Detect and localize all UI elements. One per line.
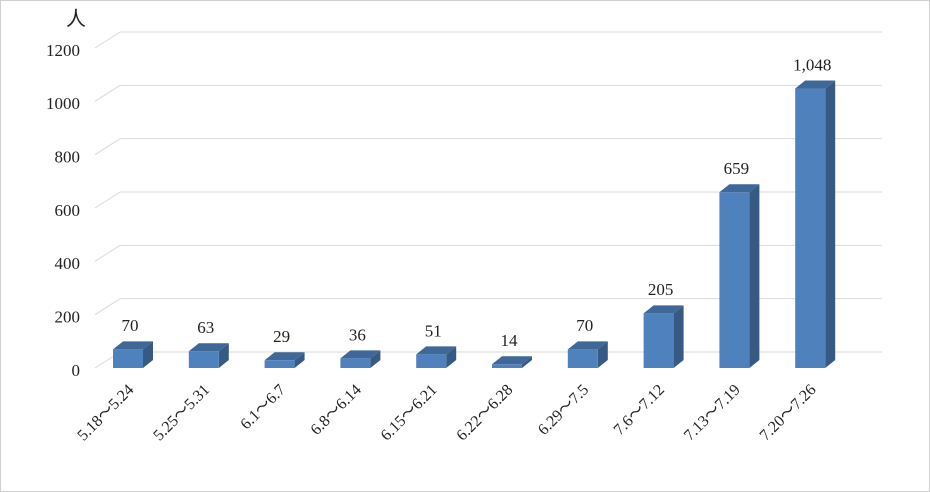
y-tick-label: 1000 <box>46 94 80 113</box>
bar <box>567 349 598 368</box>
bar-side <box>749 184 760 368</box>
value-label: 659 <box>724 159 750 178</box>
bar <box>416 354 447 368</box>
grid-line-side <box>94 191 121 209</box>
bar <box>113 349 143 368</box>
value-label: 1,048 <box>793 55 831 74</box>
bar-top <box>340 350 381 359</box>
bar-top <box>492 356 532 365</box>
grid-line-side <box>94 298 121 316</box>
y-axis-unit: 人 <box>66 7 86 31</box>
bar-side <box>143 341 153 368</box>
bar-side <box>673 305 684 368</box>
bar-top <box>795 80 836 89</box>
y-tick-label: 800 <box>55 148 81 167</box>
bar-top <box>567 341 608 350</box>
bar-side <box>294 352 305 368</box>
value-label: 29 <box>273 327 290 346</box>
grid-line-side <box>94 138 121 156</box>
value-label: 63 <box>197 318 214 337</box>
bar-top <box>719 184 760 193</box>
value-label: 36 <box>349 325 366 344</box>
bar <box>795 88 826 369</box>
y-tick-label: 400 <box>55 254 81 273</box>
value-label: 70 <box>576 316 593 335</box>
bar-side <box>522 356 532 368</box>
value-label: 70 <box>122 316 139 335</box>
bar <box>264 360 295 368</box>
y-tick-label: 1200 <box>46 41 80 60</box>
bar-side <box>218 343 229 368</box>
bar <box>719 192 750 368</box>
bar <box>492 364 522 368</box>
grid-line-side <box>94 244 121 262</box>
bar-side <box>825 80 836 369</box>
value-label: 14 <box>501 331 519 350</box>
bar-top <box>643 305 684 314</box>
bar-top <box>264 352 305 361</box>
value-label: 51 <box>425 321 442 340</box>
bar <box>643 313 674 368</box>
bar-top <box>188 343 229 352</box>
grid-line-side <box>94 31 121 49</box>
bar-side <box>370 350 381 368</box>
grid-line-side <box>94 84 121 102</box>
bar-top <box>113 341 153 350</box>
value-label: 205 <box>648 280 674 299</box>
y-tick-label: 0 <box>72 361 81 380</box>
bar-top <box>416 346 457 355</box>
y-tick-label: 600 <box>55 201 81 220</box>
bar <box>188 351 219 368</box>
bar-side <box>597 341 608 368</box>
bar-side <box>446 346 457 368</box>
y-tick-label: 200 <box>55 308 81 327</box>
bar <box>340 358 371 368</box>
